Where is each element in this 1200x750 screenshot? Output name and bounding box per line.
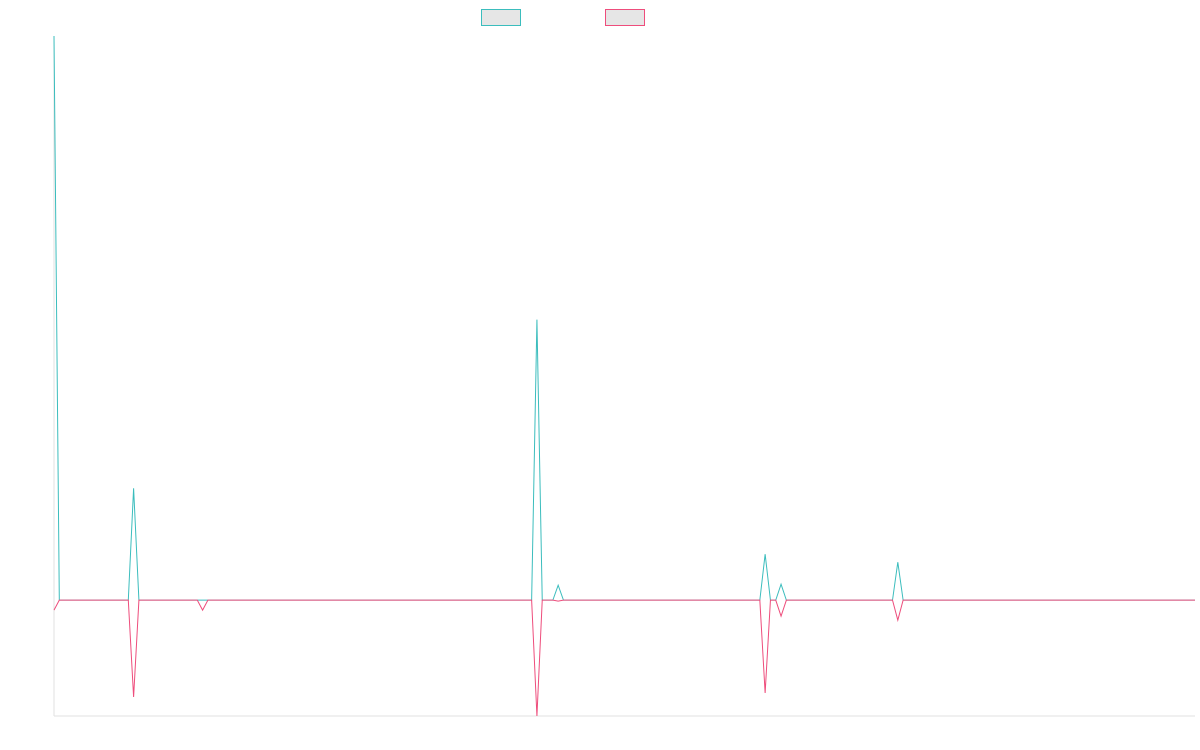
series-line-1 — [53, 35, 1195, 601]
axes — [53, 36, 1195, 717]
plot-area — [53, 35, 1195, 717]
legend — [481, 9, 645, 26]
legend-swatch-series-1[interactable] — [481, 9, 521, 26]
series-line-2 — [53, 599, 1195, 717]
legend-swatch-series-2[interactable] — [605, 9, 645, 26]
